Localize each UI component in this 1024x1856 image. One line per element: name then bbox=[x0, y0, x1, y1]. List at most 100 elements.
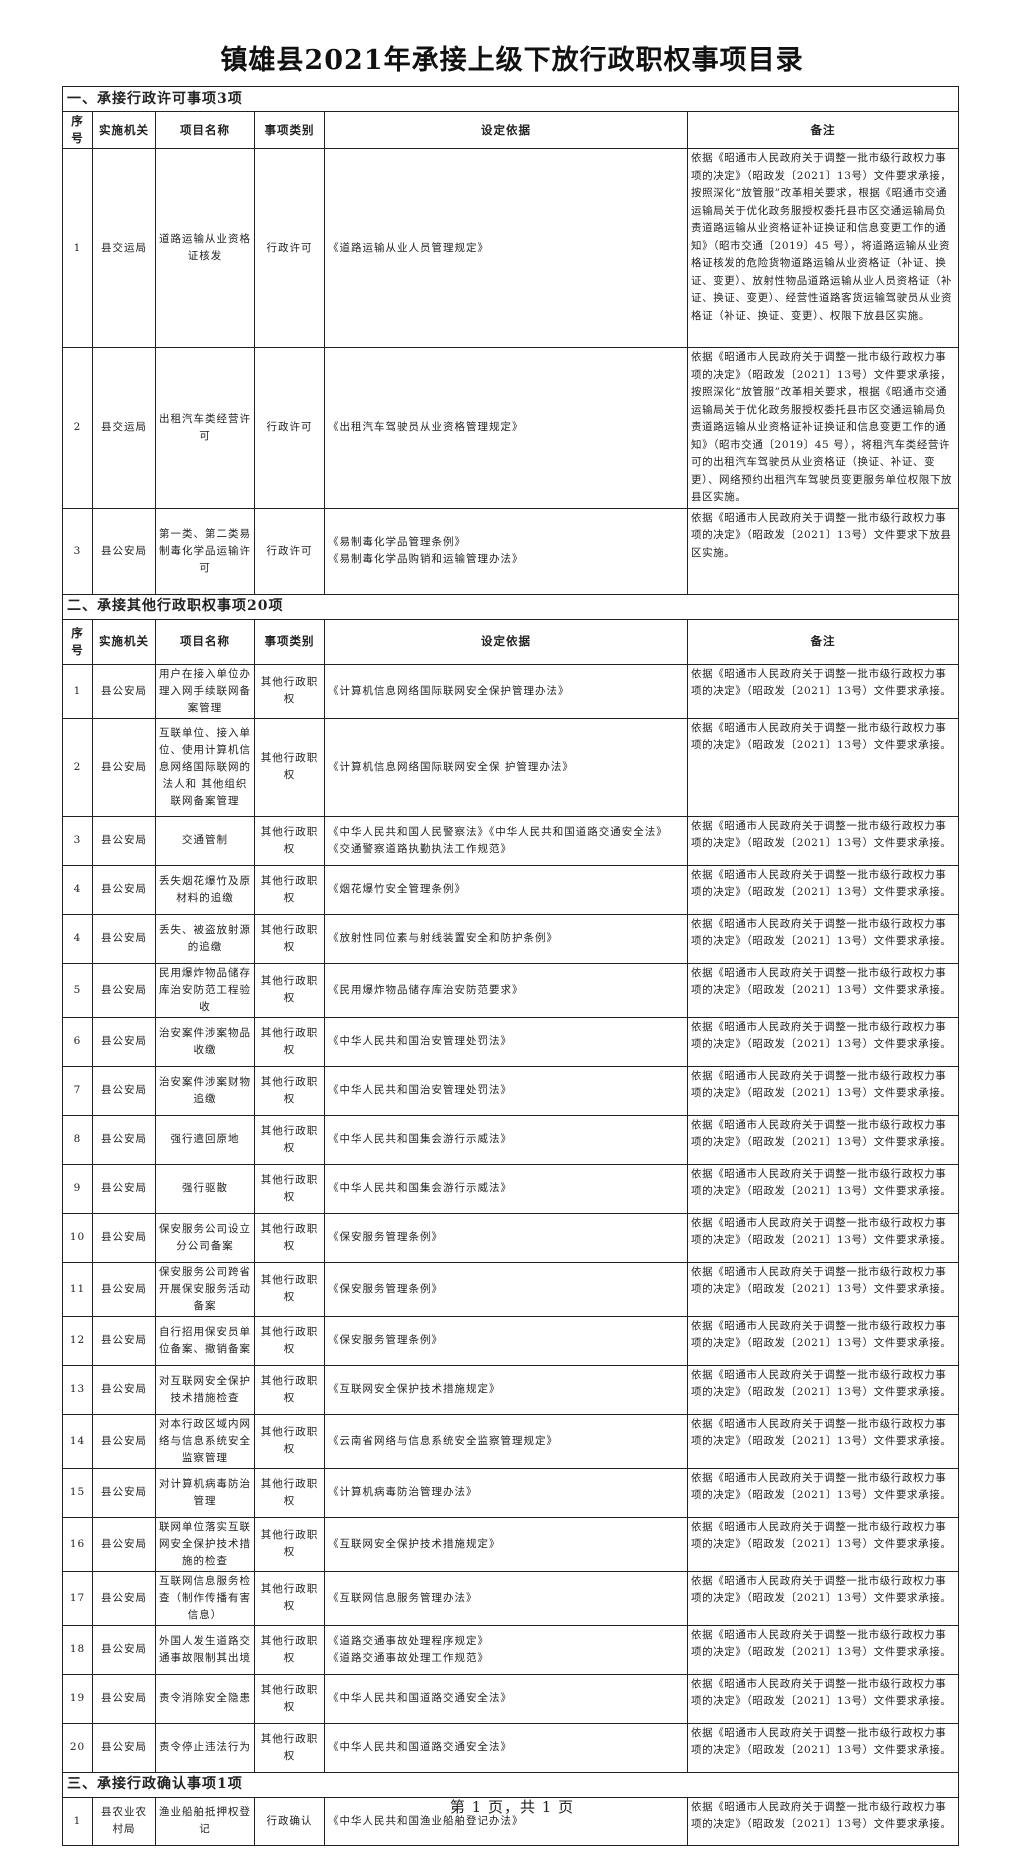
cell-agency: 县公安局 bbox=[92, 1516, 156, 1572]
cell-category: 其他行政职权 bbox=[254, 913, 325, 964]
cell-no: 10 bbox=[62, 1212, 93, 1263]
cell-name: 民用爆炸物品储存库治安防范工程验收 bbox=[155, 962, 255, 1018]
cell-no: 13 bbox=[62, 1364, 93, 1415]
section-heading: 三、承接行政确认事项1项 bbox=[62, 1771, 959, 1798]
cell-agency: 县公安局 bbox=[92, 962, 156, 1018]
cell-basis: 《放射性同位素与射线装置安全和防护条例》 bbox=[324, 913, 688, 964]
column-header: 序号 bbox=[62, 111, 93, 149]
cell-no: 14 bbox=[62, 1413, 93, 1469]
cell-name: 对互联网安全保护技术措施检查 bbox=[155, 1364, 255, 1415]
cell-remark: 依据《昭通市人民政府关于调整一批市级行政权力事项的决定》（昭政发〔2021〕13… bbox=[687, 1016, 959, 1067]
cell-agency: 县公安局 bbox=[92, 1016, 156, 1067]
cell-no: 20 bbox=[62, 1722, 93, 1773]
cell-category: 其他行政职权 bbox=[254, 1467, 325, 1518]
section-heading-row: 三、承接行政确认事项1项 bbox=[62, 1771, 959, 1798]
page-title: 镇雄县2021年承接上级下放行政职权事项目录 bbox=[220, 45, 804, 76]
cell-remark: 依据《昭通市人民政府关于调整一批市级行政权力事项的决定》（昭政发〔2021〕13… bbox=[687, 1364, 959, 1415]
cell-no: 11 bbox=[62, 1261, 93, 1317]
table-row: 12 县公安局 自行招用保安员单位备案、撤销备案 其他行政职权 《保安服务管理条例》 依据… bbox=[62, 1315, 959, 1366]
cell-category: 其他行政职权 bbox=[254, 1114, 325, 1165]
cell-basis: 《计算机病毒防治管理办法》 bbox=[324, 1467, 688, 1518]
cell-remark: 依据《昭通市人民政府关于调整一批市级行政权力事项的决定》（昭政发〔2021〕13… bbox=[687, 1796, 959, 1846]
cell-basis: 《计算机信息网络国际联网安全保 护管理办法》 bbox=[324, 717, 688, 817]
cell-name: 强行驱散 bbox=[155, 1163, 255, 1214]
cell-basis: 《互联网安全保护技术措施规定》 bbox=[324, 1364, 688, 1415]
cell-basis: 《互联网信息服务管理办法》 bbox=[324, 1570, 688, 1626]
cell-category: 其他行政职权 bbox=[254, 1065, 325, 1116]
cell-no: 15 bbox=[62, 1467, 93, 1518]
table-row: 3 县公安局 第一类、第二类易制毒化学品运输许可 行政许可 《易制毒化学品管理条例》 《… bbox=[62, 507, 959, 595]
cell-basis: 《保安服务管理条例》 bbox=[324, 1315, 688, 1366]
cell-category: 其他行政职权 bbox=[254, 1413, 325, 1469]
cell-category: 其他行政职权 bbox=[254, 663, 325, 719]
cell-no: 3 bbox=[62, 815, 93, 866]
cell-name: 责令停止违法行为 bbox=[155, 1722, 255, 1773]
cell-remark: 依据《昭通市人民政府关于调整一批市级行政权力事项的决定》（昭政发〔2021〕13… bbox=[687, 507, 959, 595]
cell-remark: 依据《昭通市人民政府关于调整一批市级行政权力事项的决定》（昭政发〔2021〕13… bbox=[687, 1570, 959, 1626]
cell-remark: 依据《昭通市人民政府关于调整一批市级行政权力事项的决定》（昭政发〔2021〕13… bbox=[687, 1261, 959, 1317]
cell-name: 互联网信息服务检查（制作传播有害信息） bbox=[155, 1570, 255, 1626]
cell-basis: 《互联网安全保护技术措施规定》 bbox=[324, 1516, 688, 1572]
cell-name: 交通管制 bbox=[155, 815, 255, 866]
cell-basis: 《中华人民共和国集会游行示威法》 bbox=[324, 1114, 688, 1165]
column-header-row: 序号 实施机关 项目名称 事项类别 设定依据 备注 bbox=[62, 111, 959, 149]
item-catalog-table: 一、承接行政许可事项3项 序号 实施机关 项目名称 事项类别 设定依据 备注 1 县交运局 道路运… bbox=[62, 86, 959, 1846]
cell-remark: 依据《昭通市人民政府关于调整一批市级行政权力事项的决定》（昭政发〔2021〕13… bbox=[687, 1114, 959, 1165]
cell-category: 行政许可 bbox=[254, 347, 325, 509]
table-row: 16 县公安局 联网单位落实互联网安全保护技术措施的检查 其他行政职权 《互联网安全保护… bbox=[62, 1516, 959, 1572]
cell-category: 行政确认 bbox=[254, 1796, 325, 1846]
column-header: 项目名称 bbox=[155, 111, 255, 149]
cell-no: 8 bbox=[62, 1114, 93, 1165]
cell-category: 其他行政职权 bbox=[254, 1315, 325, 1366]
cell-remark: 依据《昭通市人民政府关于调整一批市级行政权力事项的决定》（昭政发〔2021〕13… bbox=[687, 864, 959, 915]
cell-basis: 《易制毒化学品管理条例》 《易制毒化学品购销和运输管理办法》 bbox=[324, 507, 688, 595]
cell-name: 治安案件涉案财物追缴 bbox=[155, 1065, 255, 1116]
cell-basis: 《中华人民共和国道路交通安全法》 bbox=[324, 1673, 688, 1724]
cell-agency: 县交运局 bbox=[92, 347, 156, 509]
cell-agency: 县交运局 bbox=[92, 148, 156, 348]
cell-no: 7 bbox=[62, 1065, 93, 1116]
cell-agency: 县公安局 bbox=[92, 864, 156, 915]
cell-remark: 依据《昭通市人民政府关于调整一批市级行政权力事项的决定》（昭政发〔2021〕13… bbox=[687, 962, 959, 1018]
cell-agency: 县公安局 bbox=[92, 1673, 156, 1724]
table-row: 14 县公安局 对本行政区域内网络与信息系统安全监察管理 其他行政职权 《云南省网络与信… bbox=[62, 1413, 959, 1469]
table-row: 15 县公安局 对计算机病毒防治管理 其他行政职权 《计算机病毒防治管理办法》 依据《昭通… bbox=[62, 1467, 959, 1518]
column-header: 设定依据 bbox=[324, 111, 688, 149]
cell-agency: 县公安局 bbox=[92, 1364, 156, 1415]
cell-name: 第一类、第二类易制毒化学品运输许可 bbox=[155, 507, 255, 595]
cell-name: 保安服务公司跨省开展保安服务活动备案 bbox=[155, 1261, 255, 1317]
cell-agency: 县公安局 bbox=[92, 1413, 156, 1469]
cell-category: 其他行政职权 bbox=[254, 815, 325, 866]
cell-basis: 《中华人民共和国集会游行示威法》 bbox=[324, 1163, 688, 1214]
cell-no: 12 bbox=[62, 1315, 93, 1366]
table-row: 9 县公安局 强行驱散 其他行政职权 《中华人民共和国集会游行示威法》 依据《昭通市人民政… bbox=[62, 1163, 959, 1214]
cell-category: 其他行政职权 bbox=[254, 1163, 325, 1214]
column-header: 序号 bbox=[62, 618, 93, 665]
cell-no: 1 bbox=[62, 663, 93, 719]
section-heading-row: 一、承接行政许可事项3项 bbox=[62, 86, 959, 112]
table-row: 1 县农业农村局 渔业船舶抵押权登记 行政确认 《中华人民共和国渔业船舶登记办法》 依据《… bbox=[62, 1796, 959, 1846]
cell-name: 互联单位、接入单位、使用计算机信息网络国际联网的法人和 其他组织联网备案管理 bbox=[155, 717, 255, 817]
cell-remark: 依据《昭通市人民政府关于调整一批市级行政权力事项的决定》（昭政发〔2021〕13… bbox=[687, 1163, 959, 1214]
table-row: 5 县公安局 民用爆炸物品储存库治安防范工程验收 其他行政职权 《民用爆炸物品储存库治安… bbox=[62, 962, 959, 1018]
cell-basis: 《道路运输从业人员管理规定》 bbox=[324, 148, 688, 348]
table-row: 1 县公安局 用户在接入单位办理入网手续联网备案管理 其他行政职权 《计算机信息网络国际… bbox=[62, 663, 959, 719]
cell-basis: 《计算机信息网络国际联网安全保护管理办法》 bbox=[324, 663, 688, 719]
cell-agency: 县公安局 bbox=[92, 1261, 156, 1317]
column-header: 实施机关 bbox=[92, 111, 156, 149]
cell-category: 其他行政职权 bbox=[254, 1364, 325, 1415]
cell-basis: 《中华人民共和国渔业船舶登记办法》 bbox=[324, 1796, 688, 1846]
cell-no: 17 bbox=[62, 1570, 93, 1626]
cell-name: 对本行政区域内网络与信息系统安全监察管理 bbox=[155, 1413, 255, 1469]
cell-agency: 县公安局 bbox=[92, 1722, 156, 1773]
cell-category: 其他行政职权 bbox=[254, 717, 325, 817]
cell-name: 自行招用保安员单位备案、撤销备案 bbox=[155, 1315, 255, 1366]
cell-no: 9 bbox=[62, 1163, 93, 1214]
table-row: 2 县公安局 互联单位、接入单位、使用计算机信息网络国际联网的法人和 其他组织联网备… bbox=[62, 717, 959, 817]
cell-basis: 《出租汽车驾驶员从业资格管理规定》 bbox=[324, 347, 688, 509]
cell-no: 4 bbox=[62, 864, 93, 915]
cell-agency: 县公安局 bbox=[92, 815, 156, 866]
cell-basis: 《中华人民共和国治安管理处罚法》 bbox=[324, 1016, 688, 1067]
cell-name: 联网单位落实互联网安全保护技术措施的检查 bbox=[155, 1516, 255, 1572]
cell-no: 18 bbox=[62, 1624, 93, 1675]
